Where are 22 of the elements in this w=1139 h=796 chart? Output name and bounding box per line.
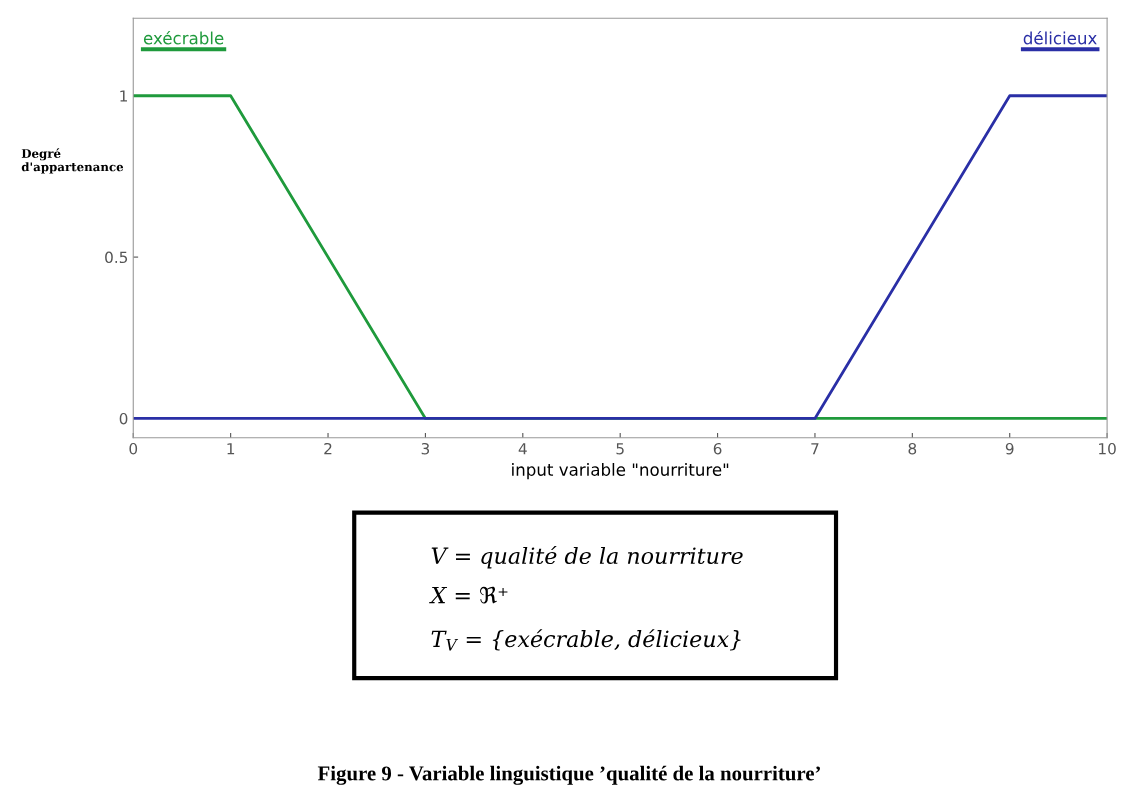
text: délicieux	[1023, 30, 1097, 45]
x-tick-label: 2	[324, 442, 332, 455]
x-tick-label: 6	[713, 442, 722, 455]
x-tick-label: 10	[1099, 442, 1116, 455]
y-axis-title: Degré d'appartenance	[21, 148, 124, 174]
y-tick-label: 0.5	[105, 251, 128, 264]
text: X = ℜ⁺	[429, 586, 508, 604]
x-tick-label: 7	[811, 443, 819, 455]
y-tick-label: 0	[119, 412, 128, 425]
x-tick-label: 1	[227, 443, 235, 455]
x-tick-label: 9	[1005, 442, 1014, 455]
x-tick-label: 8	[908, 442, 917, 455]
text: exécrable	[143, 30, 224, 45]
caption: Figure 9 - Variable linguistique ’qualité de la nourriture’	[317, 765, 820, 785]
x-tick-label: 4	[518, 443, 527, 455]
x-axis-title: input variable "nourriture"	[512, 463, 729, 480]
x-tick-label: 5	[616, 443, 624, 455]
text: T$_{V}$ = {exécrable, délicieux}	[431, 629, 741, 651]
x-tick-label: 0	[129, 442, 138, 455]
text: V = qualité de la nourriture	[431, 546, 743, 569]
x-tick-label: 3	[421, 442, 430, 455]
y-tick-label: 1	[120, 90, 127, 102]
